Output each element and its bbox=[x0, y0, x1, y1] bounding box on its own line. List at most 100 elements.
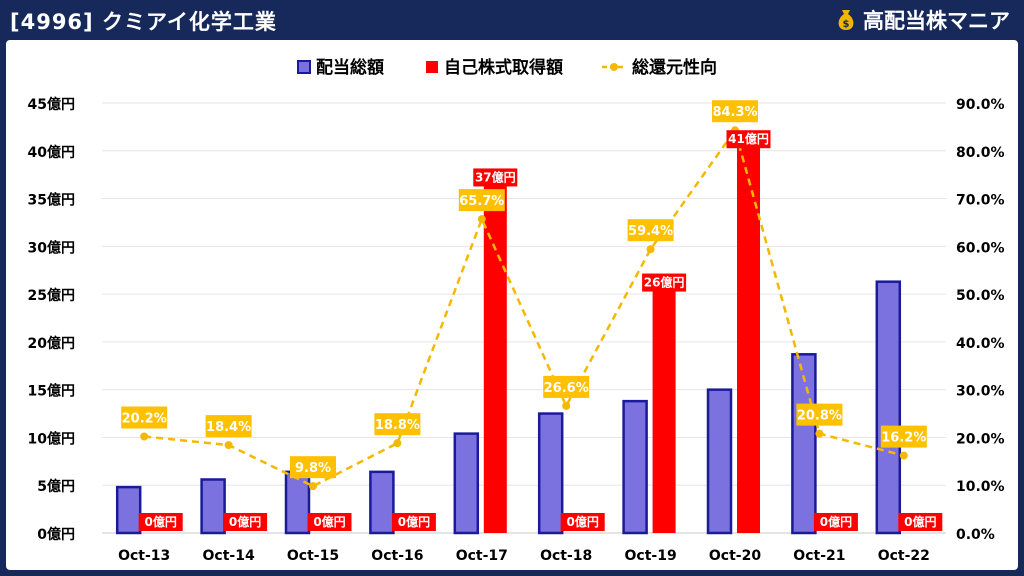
x-tick-label: Oct-18 bbox=[540, 548, 592, 564]
ratio-label-box bbox=[796, 403, 843, 426]
y-left-tick-label: 30億円 bbox=[28, 239, 75, 256]
ratio-label-box bbox=[543, 375, 590, 398]
buyback-label-box bbox=[223, 513, 268, 531]
ratio-data-label: 84.3% bbox=[712, 105, 757, 120]
y-left-tick-label: 0億円 bbox=[37, 526, 75, 543]
y-left-tick-label: 20億円 bbox=[28, 335, 75, 352]
ratio-polyline bbox=[144, 127, 905, 488]
y-left-tick-label: 5億円 bbox=[37, 478, 75, 495]
bar-dividend bbox=[284, 470, 311, 535]
bar-dividend bbox=[622, 399, 648, 535]
chart: 配当総額 自己株式取得額 総還元性向 0億円 5億円 10億円 15億円 20億円 25億円 3… bbox=[28, 57, 1005, 564]
ratio-data-label: 18.4% bbox=[206, 420, 251, 435]
y-right-tick-label: 70.0% bbox=[956, 193, 1005, 209]
buyback-label-box bbox=[560, 513, 605, 531]
buyback-label-box bbox=[473, 168, 518, 187]
ratio-label-box bbox=[627, 219, 674, 242]
x-tick-label: Oct-16 bbox=[371, 548, 423, 564]
buyback-data-label: 0億円 bbox=[820, 514, 852, 529]
buyback-label-box bbox=[898, 513, 943, 531]
y-left-tick-label: 40億円 bbox=[28, 144, 75, 161]
gridlines bbox=[102, 102, 946, 534]
ratio-point bbox=[477, 215, 486, 224]
ratio-label-box bbox=[121, 406, 168, 429]
header: [4996] クミアイ化学工業 $ 高配当株マニア bbox=[0, 0, 1024, 40]
y-left-tick-label: 35億円 bbox=[28, 192, 75, 209]
buyback-label-box bbox=[726, 130, 771, 149]
ratio-point bbox=[309, 482, 317, 491]
ratio-data-label: 20.8% bbox=[797, 409, 842, 424]
legend-label-ratio: 総還元性向 bbox=[632, 57, 717, 78]
ratio-label-box bbox=[880, 425, 927, 448]
ratio-point bbox=[140, 432, 149, 441]
x-tick-label: Oct-14 bbox=[203, 548, 255, 564]
buyback-data-label: 41億円 bbox=[728, 131, 769, 146]
buyback-data-label: 0億円 bbox=[904, 514, 936, 529]
y-right-tick-label: 0.0% bbox=[956, 527, 995, 543]
x-tick-label: Oct-15 bbox=[287, 548, 339, 564]
x-tick-label: Oct-21 bbox=[793, 548, 845, 564]
buyback-data-label: 0億円 bbox=[567, 514, 599, 529]
bar-dividend bbox=[453, 432, 480, 535]
buyback-label-box bbox=[642, 273, 687, 292]
ratio-data-label: 26.6% bbox=[544, 381, 589, 396]
svg-text:$: $ bbox=[843, 19, 850, 30]
x-tick-label: Oct-20 bbox=[709, 548, 761, 564]
y-right-tick-label: 20.0% bbox=[956, 431, 1005, 447]
y-right-tick-label: 50.0% bbox=[956, 288, 1005, 304]
data-labels: 0億円 0億円 0億円 0億円 37億円 0億円 26億円 41億円 0億円 0億円 20.2% 18… bbox=[121, 100, 943, 531]
bar-dividend bbox=[706, 388, 733, 535]
y-right-tick-label: 90.0% bbox=[956, 97, 1005, 113]
y-left-tick-label: 10億円 bbox=[28, 430, 75, 447]
bar-buyback bbox=[737, 141, 760, 533]
y-right-tick-label: 30.0% bbox=[956, 384, 1005, 400]
ratio-data-label: 9.8% bbox=[295, 461, 331, 476]
ratio-point bbox=[646, 245, 655, 254]
y-right-tick-label: 80.0% bbox=[956, 145, 1005, 161]
ratio-data-label: 18.8% bbox=[375, 418, 420, 433]
buyback-label-box bbox=[307, 513, 352, 531]
bar-dividend bbox=[369, 470, 395, 535]
ratio-data-label: 59.4% bbox=[628, 224, 673, 239]
x-tick-label: Oct-22 bbox=[878, 548, 930, 564]
y-axis-right: 0.0% 10.0% 20.0% 30.0% 40.0% 50.0% 60.0% 70.0% 8… bbox=[956, 97, 1005, 543]
x-axis: Oct-13 Oct-14 Oct-15 Oct-16 Oct-17 Oct-18 Oct-… bbox=[118, 548, 930, 564]
buyback-data-label: 26億円 bbox=[644, 275, 685, 290]
ratio-label-box bbox=[712, 100, 758, 123]
money-bag-icon: $ bbox=[838, 10, 854, 30]
ratio-data-label: 65.7% bbox=[459, 194, 504, 209]
ratio-label-box bbox=[290, 456, 336, 479]
buyback-data-label: 37億円 bbox=[475, 169, 516, 184]
ratio-point bbox=[393, 439, 402, 448]
bars bbox=[115, 141, 902, 535]
brand-name: 高配当株マニア bbox=[863, 9, 1010, 33]
bar-dividend bbox=[115, 485, 142, 535]
legend-label-dividend: 配当総額 bbox=[316, 57, 384, 78]
page-title: [4996] クミアイ化学工業 bbox=[10, 10, 277, 34]
legend-marker-ratio bbox=[610, 63, 618, 71]
ratio-point bbox=[224, 441, 233, 450]
y-right-tick-label: 40.0% bbox=[956, 336, 1005, 352]
ratio-data-label: 20.2% bbox=[122, 411, 167, 426]
legend-swatch-buyback bbox=[426, 61, 438, 73]
ratio-label-box bbox=[205, 415, 252, 438]
x-tick-label: Oct-19 bbox=[625, 548, 677, 564]
brand: $ 高配当株マニア bbox=[835, 5, 1010, 35]
y-left-tick-label: 15億円 bbox=[28, 383, 75, 400]
ratio-point bbox=[815, 429, 824, 438]
buyback-label-box bbox=[391, 513, 436, 531]
bar-dividend bbox=[537, 412, 564, 535]
bar-dividend bbox=[875, 280, 902, 535]
bar-buyback bbox=[483, 179, 507, 533]
legend: 配当総額 自己株式取得額 総還元性向 bbox=[297, 57, 717, 78]
y-right-tick-label: 10.0% bbox=[956, 479, 1005, 495]
buyback-data-label: 0億円 bbox=[398, 514, 430, 529]
legend-label-buyback: 自己株式取得額 bbox=[444, 57, 563, 78]
chart-panel: 配当総額 自己株式取得額 総還元性向 0億円 5億円 10億円 15億円 20億円 25億円 3… bbox=[6, 40, 1018, 570]
y-axis-left: 0億円 5億円 10億円 15億円 20億円 25億円 30億円 35億円 40億円 45億円 bbox=[28, 96, 75, 543]
x-tick-label: Oct-17 bbox=[456, 548, 508, 564]
ratio-line bbox=[140, 126, 908, 491]
buyback-data-label: 0億円 bbox=[229, 514, 261, 529]
y-right-tick-label: 60.0% bbox=[956, 240, 1005, 256]
buyback-data-label: 0億円 bbox=[145, 514, 177, 529]
